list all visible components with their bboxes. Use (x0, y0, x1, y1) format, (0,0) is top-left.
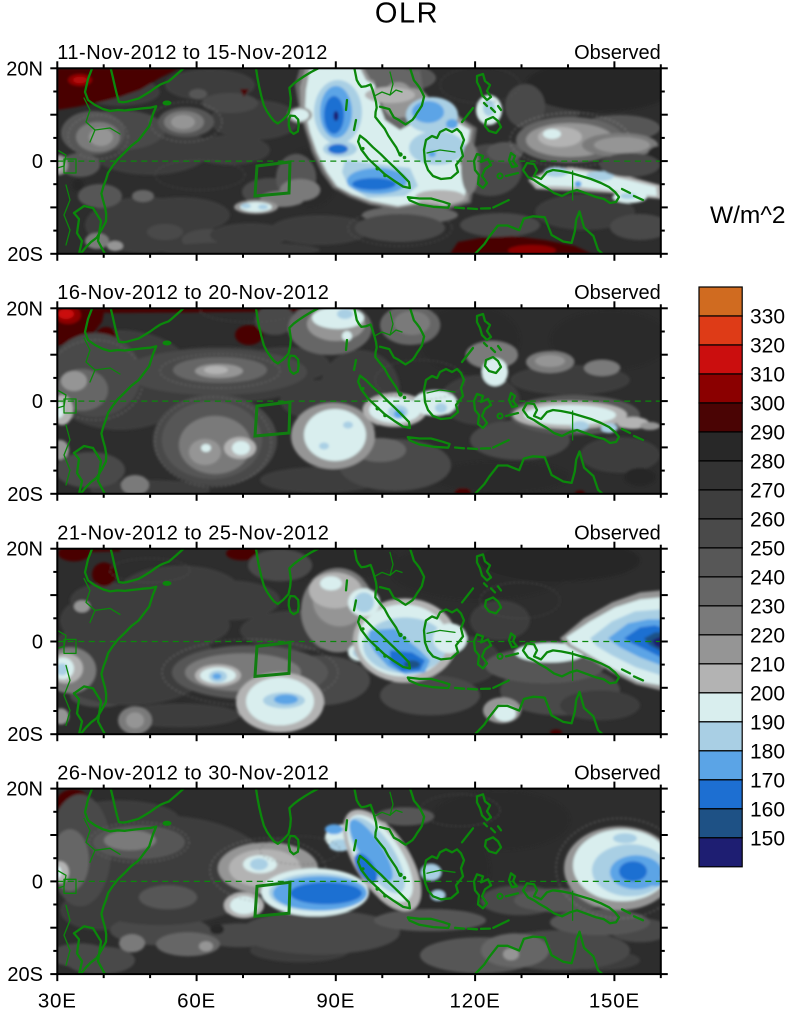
svg-text:300: 300 (750, 392, 785, 415)
svg-text:330: 330 (750, 305, 785, 328)
svg-text:90E: 90E (316, 990, 355, 1013)
svg-text:310: 310 (750, 363, 785, 386)
svg-text:0: 0 (32, 151, 43, 173)
svg-text:Observed: Observed (574, 282, 661, 304)
svg-text:16-Nov-2012 to 20-Nov-2012: 16-Nov-2012 to 20-Nov-2012 (57, 282, 329, 304)
svg-text:OLR: OLR (375, 0, 439, 30)
svg-text:230: 230 (750, 595, 785, 618)
svg-text:120E: 120E (450, 990, 501, 1013)
svg-text:150: 150 (750, 827, 785, 850)
svg-text:20S: 20S (7, 244, 43, 266)
svg-text:320: 320 (750, 334, 785, 357)
svg-text:270: 270 (750, 479, 785, 502)
svg-text:11-Nov-2012 to 15-Nov-2012: 11-Nov-2012 to 15-Nov-2012 (57, 42, 328, 64)
svg-text:20S: 20S (7, 724, 43, 746)
svg-text:190: 190 (750, 711, 785, 734)
svg-text:20S: 20S (7, 964, 43, 986)
svg-text:240: 240 (750, 566, 785, 589)
svg-text:0: 0 (32, 632, 43, 654)
svg-text:20S: 20S (7, 484, 43, 506)
svg-text:20N: 20N (6, 539, 43, 561)
svg-text:220: 220 (750, 624, 785, 647)
svg-text:21-Nov-2012 to 25-Nov-2012: 21-Nov-2012 to 25-Nov-2012 (57, 522, 329, 544)
svg-text:W/m^2: W/m^2 (710, 202, 785, 229)
svg-text:20N: 20N (6, 58, 43, 80)
svg-text:170: 170 (750, 769, 785, 792)
svg-text:0: 0 (32, 391, 43, 413)
svg-text:260: 260 (750, 508, 785, 531)
svg-text:20N: 20N (6, 779, 43, 801)
svg-text:20N: 20N (6, 298, 43, 320)
svg-text:210: 210 (750, 653, 785, 676)
svg-text:60E: 60E (177, 990, 216, 1013)
svg-text:160: 160 (750, 798, 785, 821)
svg-text:150E: 150E (589, 990, 640, 1013)
svg-text:250: 250 (750, 537, 785, 560)
svg-text:Observed: Observed (574, 522, 661, 544)
svg-text:0: 0 (32, 871, 43, 893)
svg-text:Observed: Observed (574, 42, 661, 64)
svg-text:180: 180 (750, 740, 785, 763)
svg-text:280: 280 (750, 450, 785, 473)
svg-text:26-Nov-2012 to 30-Nov-2012: 26-Nov-2012 to 30-Nov-2012 (57, 762, 329, 784)
svg-text:290: 290 (750, 421, 785, 444)
svg-text:200: 200 (750, 682, 785, 705)
svg-text:Observed: Observed (574, 762, 661, 784)
svg-text:30E: 30E (38, 990, 77, 1013)
